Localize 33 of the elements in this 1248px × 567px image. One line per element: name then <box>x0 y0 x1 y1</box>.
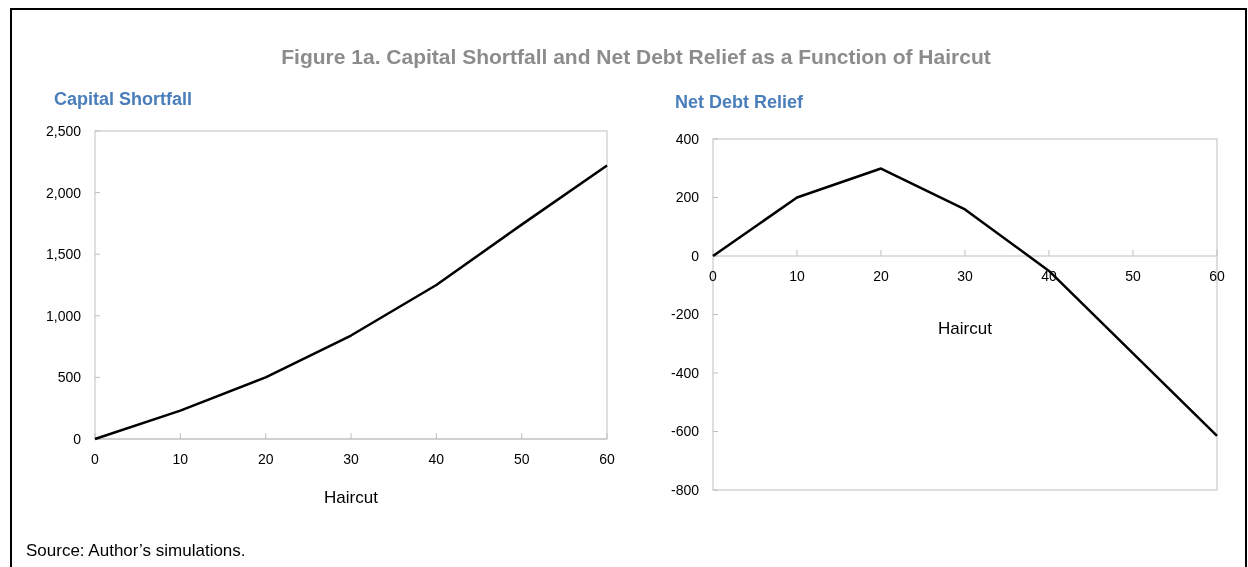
y-tick-label: 2,000 <box>45 184 82 201</box>
line-series <box>93 164 609 441</box>
x-tick-label: 50 <box>513 451 530 467</box>
x-tick-label: 10 <box>172 451 189 467</box>
x-tick-label: 50 <box>1125 268 1141 284</box>
x-tick-label: 20 <box>873 268 889 284</box>
x-axis-title: Haircut <box>324 488 379 507</box>
y-tick-label: -600 <box>670 423 700 440</box>
y-tick-label: 0 <box>691 247 700 264</box>
chart-title: Capital Shortfall <box>54 89 193 109</box>
x-axis-title: Haircut <box>938 319 993 338</box>
caption: Figure 1a. Capital Shortfall and Net Debt Relief as a Function of Haircut <box>281 45 991 68</box>
chart-title: Net Debt Relief <box>675 92 805 112</box>
y-tick-label: 400 <box>675 130 700 147</box>
y-tick-label: 1,000 <box>45 307 82 324</box>
y-tick-label: 500 <box>57 369 82 386</box>
x-tick-label: 10 <box>789 268 805 284</box>
x-tick-label: 30 <box>343 451 359 467</box>
x-tick-label: 60 <box>1209 268 1225 284</box>
y-tick-label: 200 <box>675 189 700 206</box>
y-tick-label: -400 <box>670 364 700 381</box>
x-tick-label: 30 <box>957 268 973 284</box>
y-tick-label: 0 <box>73 430 82 447</box>
x-tick-label: 0 <box>91 451 100 467</box>
x-tick-label: 0 <box>709 268 718 284</box>
y-tick-label: 1,500 <box>45 246 82 263</box>
y-tick-label: -200 <box>670 306 700 323</box>
source-note: Source: Author’s simulations. <box>26 541 246 560</box>
y-tick-label: -800 <box>670 481 700 498</box>
x-tick-label: 40 <box>428 451 445 467</box>
x-tick-label: 60 <box>599 451 615 467</box>
y-tick-label: 2,500 <box>45 122 82 139</box>
x-tick-label: 20 <box>257 451 274 467</box>
